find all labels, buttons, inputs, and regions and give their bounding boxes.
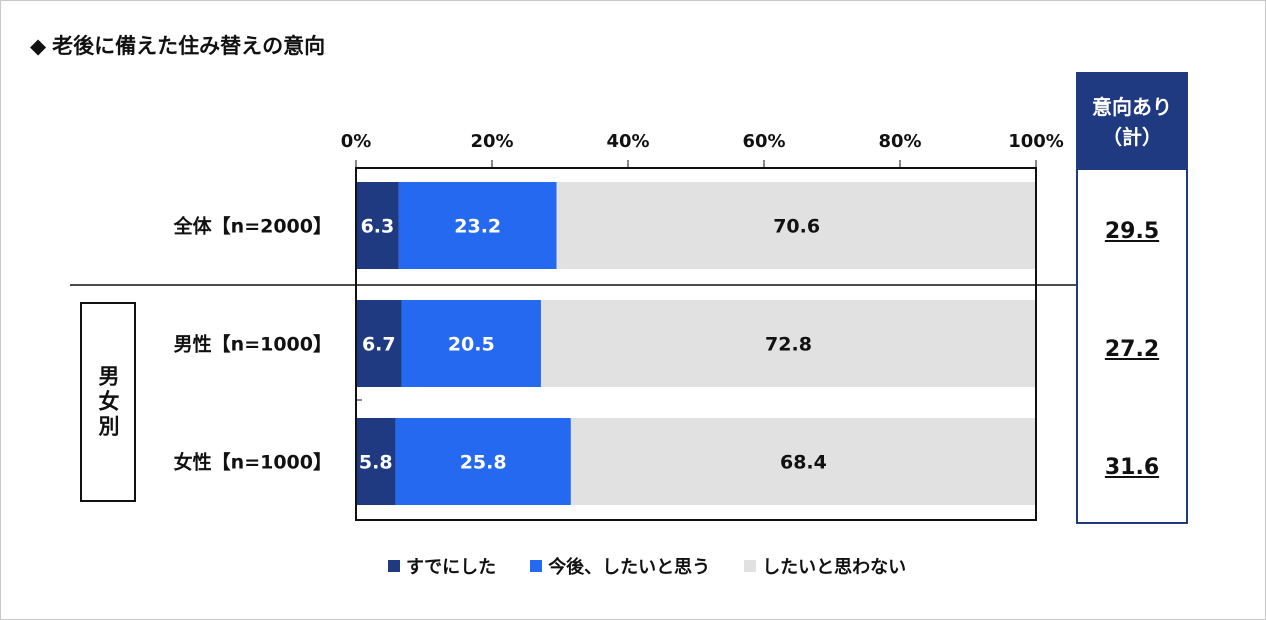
intent-total-value-all: 29.5 (1104, 219, 1160, 244)
data-label: 5.8 (359, 452, 393, 474)
data-label: 68.4 (780, 452, 827, 474)
category-label: 全体【n=2000】 (173, 215, 332, 238)
data-label: 23.2 (454, 216, 501, 238)
bar-segment (401, 300, 541, 387)
legend-item-already: すでにした (388, 553, 496, 579)
data-label: 72.8 (765, 334, 812, 356)
chart-legend: すでにした 今後、したいと思う したいと思わない (388, 553, 906, 579)
bar-segment (356, 418, 396, 505)
legend-label-already: すでにした (406, 557, 497, 578)
intent-total-label: 意向あり (1092, 95, 1172, 119)
legend-item-future: 今後、したいと思う (530, 553, 710, 579)
chart-title: ◆ 老後に備えた住み替えの意向 (30, 30, 325, 60)
category-label: 女性【n=1000】 (174, 451, 332, 474)
bar-segment (540, 300, 1036, 387)
diamond-icon: ◆ (30, 34, 47, 58)
legend-label-future: 今後、したいと思う (548, 557, 711, 578)
plot-frame (355, 167, 1037, 521)
legend-swatch-no (744, 560, 757, 572)
bar-segment (395, 418, 571, 505)
intent-total-value-male: 27.2 (1104, 337, 1160, 362)
intent-total-box: 意向あり （計） 29.5 27.2 31.6 (1076, 72, 1188, 524)
x-tick-label: 60% (742, 131, 785, 152)
bar-segment (556, 182, 1037, 269)
bar-segment (356, 300, 402, 387)
intent-total-header: 意向あり （計） (1078, 74, 1186, 170)
legend-label-no: したいと思わない (762, 557, 907, 578)
data-label: 6.3 (361, 216, 395, 238)
legend-swatch-already (388, 560, 400, 572)
bar-segment (356, 182, 399, 269)
x-tick-label: 40% (606, 131, 649, 152)
x-tick-label: 80% (878, 131, 921, 152)
legend-item-no: したいと思わない (744, 553, 906, 579)
data-label: 70.6 (773, 216, 820, 238)
x-tick-label: 20% (470, 131, 513, 152)
data-label: 25.8 (460, 452, 507, 474)
intent-total-value-female: 31.6 (1104, 455, 1160, 480)
data-label: 20.5 (448, 334, 495, 356)
category-label: 男性【n=1000】 (174, 333, 332, 356)
x-tick-label: 0% (341, 131, 372, 152)
gender-group-label: 男女別 (96, 364, 120, 440)
gender-group-box: 男女別 (80, 302, 136, 502)
chart-title-text: 老後に備えた住み替えの意向 (52, 34, 326, 58)
bar-segment (570, 418, 1036, 505)
bar-segment (398, 182, 557, 269)
legend-swatch-future (530, 560, 543, 572)
intent-total-sublabel: （計） (1102, 125, 1162, 149)
data-label: 6.7 (362, 334, 396, 356)
x-tick-label: 100% (1008, 131, 1064, 152)
